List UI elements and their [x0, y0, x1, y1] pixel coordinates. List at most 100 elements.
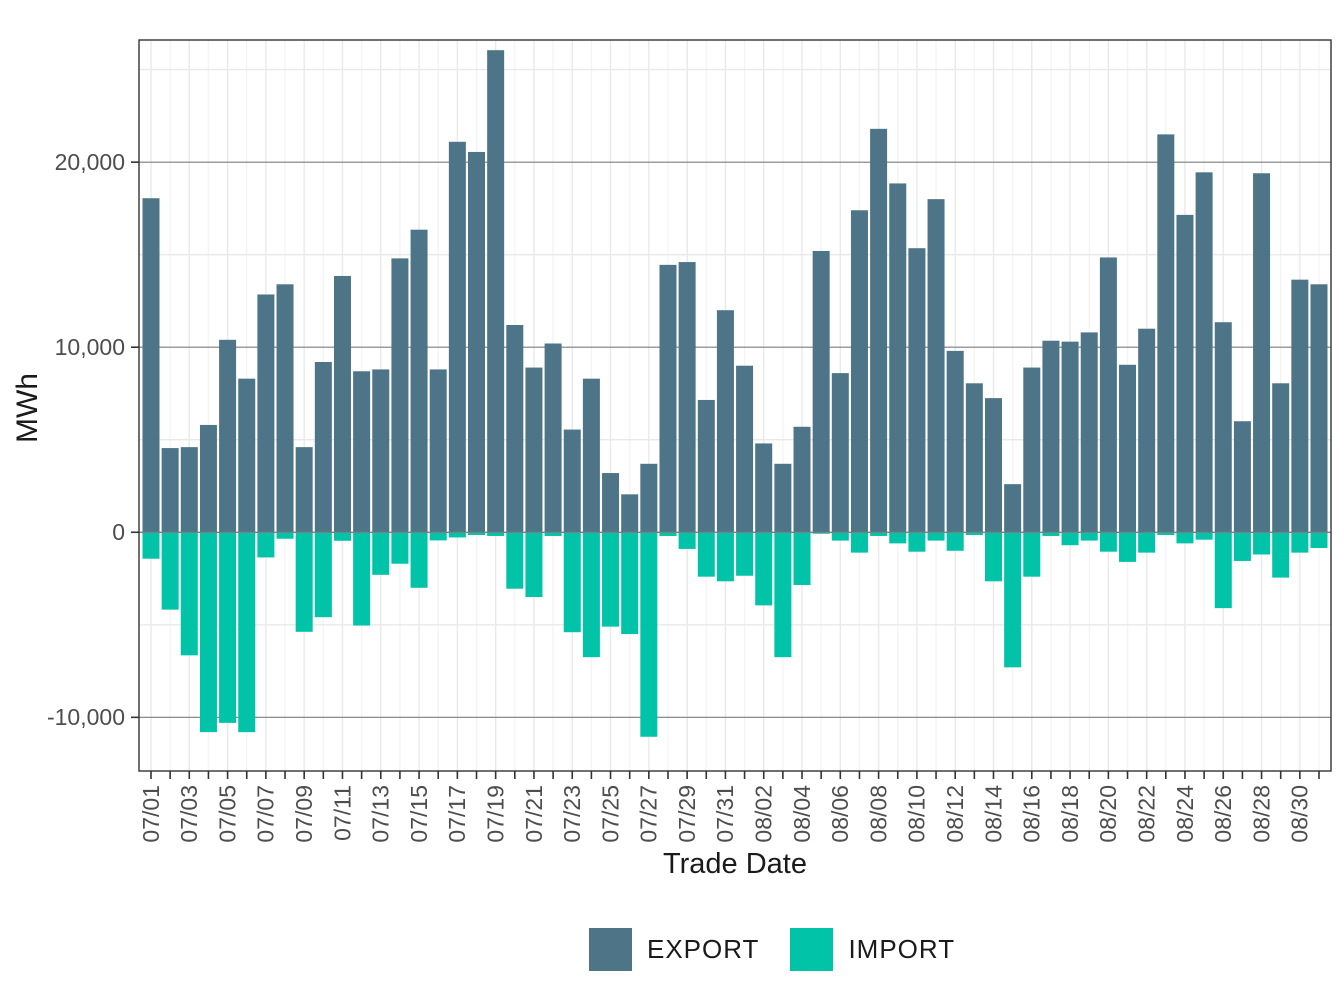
export-bar [1119, 364, 1137, 533]
import-bar [429, 532, 447, 541]
legend-label-export: EXPORT [647, 934, 760, 964]
x-tick-label: 07/21 [521, 785, 547, 843]
import-bar [1195, 532, 1213, 540]
export-bar [238, 378, 256, 533]
import-bar [199, 532, 217, 733]
export-bar [353, 371, 371, 533]
import-bar [410, 532, 428, 588]
export-bar [372, 369, 390, 533]
x-tick-label: 08/26 [1210, 785, 1236, 843]
x-tick-label: 08/10 [904, 785, 930, 843]
export-bar [1272, 383, 1290, 533]
export-bar [544, 343, 562, 533]
import-bar [276, 532, 294, 539]
export-bar [793, 426, 811, 533]
x-tick-label: 07/13 [368, 785, 394, 843]
import-bar [161, 532, 179, 610]
export-bar [1291, 279, 1309, 533]
export-bar [448, 141, 466, 533]
import-bar [391, 532, 409, 564]
import-bar [716, 532, 734, 582]
x-tick-label: 07/29 [674, 785, 700, 843]
export-bar [161, 448, 179, 533]
import-bar [333, 532, 351, 541]
import-bar [1023, 532, 1041, 577]
import-bar [640, 532, 658, 737]
export-bar [219, 339, 237, 533]
import-bar [1138, 532, 1156, 553]
import-bar [1061, 532, 1079, 546]
export-bar [812, 250, 830, 533]
y-tick-label: 10,000 [55, 334, 125, 360]
legend: EXPORT IMPORT [589, 928, 955, 971]
import-bar [736, 532, 754, 576]
x-tick-label: 07/09 [291, 785, 317, 843]
import-bar [1310, 532, 1328, 548]
import-bar [353, 532, 371, 626]
export-bar [1061, 341, 1079, 533]
panel-border [138, 39, 1332, 772]
import-bar [1272, 532, 1290, 578]
import-bar [659, 532, 677, 536]
export-bar [1157, 134, 1175, 533]
import-bar [1157, 532, 1175, 536]
import-bar [582, 532, 600, 658]
x-tick-label: 07/25 [597, 785, 623, 843]
x-tick-label: 08/06 [827, 785, 853, 843]
export-bar [295, 447, 313, 533]
import-bar [295, 532, 313, 632]
export-bar [525, 367, 543, 533]
export-bar [716, 310, 734, 533]
import-bar [812, 532, 830, 534]
export-bar [870, 128, 888, 533]
import-bar [889, 532, 907, 544]
x-tick-label: 07/05 [214, 785, 240, 843]
export-bar [468, 151, 486, 533]
x-tick-label: 07/11 [329, 785, 355, 841]
export-bar [1214, 322, 1232, 533]
x-tick-label: 08/14 [980, 785, 1006, 843]
import-bar [372, 532, 390, 575]
import-bar [314, 532, 332, 618]
export-bar [889, 183, 907, 533]
x-tick-label: 07/15 [406, 785, 432, 843]
import-bar [180, 532, 198, 656]
export-bar [180, 447, 198, 533]
export-bar [276, 284, 294, 533]
import-bar [257, 532, 275, 558]
x-tick-label: 07/07 [253, 785, 279, 843]
export-bar [659, 264, 677, 533]
x-tick-label: 08/16 [1019, 785, 1045, 843]
import-bar [678, 532, 696, 549]
x-tick-label: 07/01 [138, 785, 164, 843]
x-tick-label: 07/03 [176, 785, 202, 843]
export-bar [391, 258, 409, 533]
export-bar [984, 398, 1002, 533]
x-tick-label: 08/18 [1057, 785, 1083, 843]
export-bar [333, 275, 351, 533]
import-bar [448, 532, 466, 538]
export-bar [621, 494, 639, 533]
export-bar [506, 324, 524, 533]
import-bar [238, 532, 256, 733]
export-bar [563, 429, 581, 533]
import-bar [697, 532, 715, 577]
import-bar [1119, 532, 1137, 562]
import-bar [946, 532, 964, 551]
legend-label-import: IMPORT [848, 934, 956, 964]
export-bar [640, 463, 658, 533]
export-bar [697, 399, 715, 533]
export-bar [736, 365, 754, 533]
export-bar [1233, 421, 1251, 533]
y-axis-title: MWh [11, 373, 44, 443]
export-bar [1004, 484, 1022, 533]
x-tick-label: 08/08 [865, 785, 891, 843]
y-tick-label: 20,000 [55, 149, 125, 175]
import-bar [506, 532, 524, 589]
x-tick-label: 07/27 [636, 785, 662, 843]
x-tick-label: 07/31 [712, 785, 738, 843]
export-bar [582, 378, 600, 533]
export-bar [1310, 284, 1328, 533]
